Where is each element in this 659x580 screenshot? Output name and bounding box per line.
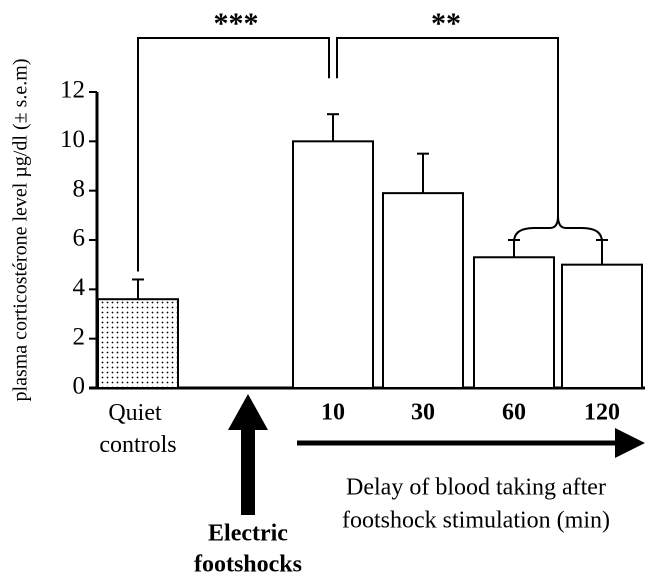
x-note: Delay of blood taking after <box>346 475 606 501</box>
significance-bracket <box>137 37 330 272</box>
significance-label: ** <box>431 7 461 40</box>
significance-label: *** <box>214 7 259 40</box>
significance-bracket <box>336 37 559 216</box>
bar <box>473 256 555 389</box>
footshock-arrow <box>228 394 268 515</box>
x-tick-label: 120 <box>584 400 620 426</box>
bar <box>561 263 643 389</box>
y-tick-label: 2 <box>73 323 86 350</box>
stimulus-label: footshocks <box>194 552 302 578</box>
y-tick-label: 4 <box>73 274 86 301</box>
y-tick-label: 0 <box>73 373 86 400</box>
stimulus-label: Electric <box>208 521 288 547</box>
y-tick-label: 10 <box>60 126 85 153</box>
x-tick-label: 30 <box>411 400 435 426</box>
y-tick-label: 12 <box>60 77 85 104</box>
brace <box>513 215 603 243</box>
x-tick-label: 60 <box>502 400 526 426</box>
bar <box>97 298 179 390</box>
x-note: footshock stimulation (min) <box>342 508 610 534</box>
y-tick-label: 6 <box>73 225 86 252</box>
x-tick-label: 10 <box>321 400 345 426</box>
x-tick-label: Quiet controls <box>99 400 176 458</box>
bar <box>382 192 464 389</box>
bar <box>292 140 374 389</box>
y-axis-label: plasma corticostérone level µg/dl (± s.e… <box>10 59 32 402</box>
y-tick-label: 8 <box>73 175 86 202</box>
